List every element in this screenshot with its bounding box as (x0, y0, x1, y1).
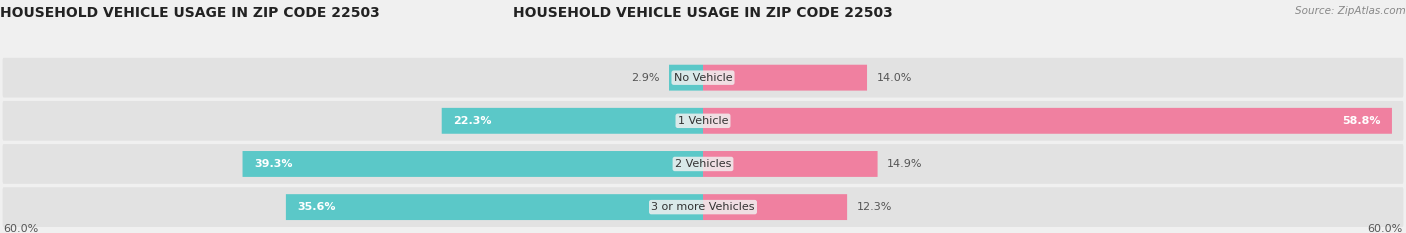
Text: HOUSEHOLD VEHICLE USAGE IN ZIP CODE 22503: HOUSEHOLD VEHICLE USAGE IN ZIP CODE 2250… (0, 7, 380, 21)
Text: 1 Vehicle: 1 Vehicle (678, 116, 728, 126)
Text: 2 Vehicles: 2 Vehicles (675, 159, 731, 169)
FancyBboxPatch shape (669, 65, 703, 91)
FancyBboxPatch shape (441, 108, 703, 134)
Text: 14.9%: 14.9% (887, 159, 922, 169)
Text: 60.0%: 60.0% (1367, 224, 1403, 233)
Text: No Vehicle: No Vehicle (673, 73, 733, 83)
Text: 3 or more Vehicles: 3 or more Vehicles (651, 202, 755, 212)
Text: HOUSEHOLD VEHICLE USAGE IN ZIP CODE 22503: HOUSEHOLD VEHICLE USAGE IN ZIP CODE 2250… (513, 7, 893, 21)
FancyBboxPatch shape (3, 187, 1403, 227)
FancyBboxPatch shape (3, 144, 1403, 184)
Text: 60.0%: 60.0% (3, 224, 39, 233)
FancyBboxPatch shape (703, 65, 868, 91)
Text: 2.9%: 2.9% (631, 73, 659, 83)
FancyBboxPatch shape (285, 194, 703, 220)
Text: 14.0%: 14.0% (876, 73, 911, 83)
Text: 22.3%: 22.3% (453, 116, 492, 126)
Text: 58.8%: 58.8% (1341, 116, 1381, 126)
Text: 39.3%: 39.3% (254, 159, 292, 169)
Text: 35.6%: 35.6% (298, 202, 336, 212)
FancyBboxPatch shape (703, 194, 846, 220)
FancyBboxPatch shape (703, 108, 1392, 134)
FancyBboxPatch shape (703, 151, 877, 177)
Text: 12.3%: 12.3% (856, 202, 891, 212)
Text: Source: ZipAtlas.com: Source: ZipAtlas.com (1295, 7, 1406, 17)
FancyBboxPatch shape (3, 58, 1403, 98)
FancyBboxPatch shape (243, 151, 703, 177)
FancyBboxPatch shape (3, 101, 1403, 141)
